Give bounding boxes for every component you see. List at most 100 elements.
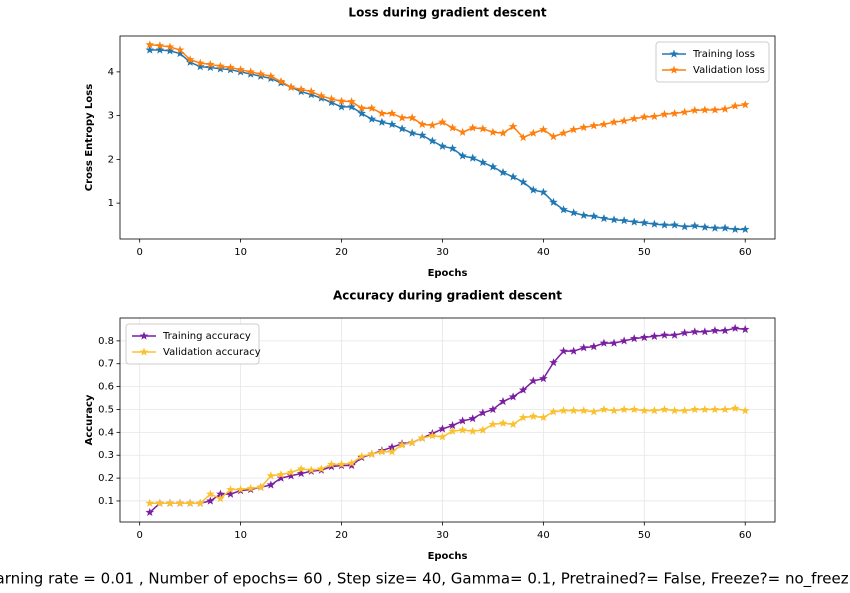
point bbox=[367, 103, 377, 112]
point bbox=[508, 172, 518, 181]
point bbox=[740, 100, 750, 109]
point bbox=[306, 87, 316, 96]
point bbox=[216, 64, 225, 73]
point bbox=[428, 136, 437, 145]
point bbox=[488, 404, 498, 414]
point bbox=[468, 426, 478, 435]
point bbox=[306, 90, 316, 99]
point bbox=[569, 406, 578, 415]
point bbox=[448, 420, 457, 430]
point bbox=[579, 406, 589, 415]
x-tick-label: 20 bbox=[335, 247, 348, 258]
point bbox=[478, 425, 488, 434]
point bbox=[478, 124, 488, 133]
point bbox=[559, 346, 568, 355]
point bbox=[266, 71, 276, 80]
point bbox=[327, 459, 336, 469]
point bbox=[690, 327, 700, 336]
point bbox=[609, 215, 619, 224]
point bbox=[296, 464, 306, 473]
point bbox=[599, 404, 609, 414]
x-tick-label: 10 bbox=[234, 247, 247, 258]
x-axis-label: Epochs bbox=[428, 551, 468, 562]
point bbox=[347, 458, 356, 467]
point bbox=[589, 211, 599, 220]
point bbox=[629, 217, 639, 226]
point bbox=[518, 177, 528, 186]
point bbox=[629, 114, 639, 123]
point bbox=[367, 114, 377, 123]
point bbox=[387, 119, 397, 129]
point bbox=[448, 123, 457, 132]
point bbox=[206, 496, 215, 505]
point bbox=[347, 97, 356, 106]
x-axis-label: Epochs bbox=[428, 268, 468, 279]
point bbox=[589, 121, 599, 130]
point bbox=[720, 404, 730, 414]
y-tick-label: 0.2 bbox=[98, 473, 114, 484]
point bbox=[145, 40, 155, 49]
x-tick-label: 60 bbox=[739, 530, 752, 541]
point bbox=[468, 414, 478, 423]
point bbox=[266, 471, 276, 480]
point bbox=[417, 119, 427, 129]
point bbox=[256, 69, 266, 78]
point bbox=[216, 489, 225, 498]
point bbox=[579, 343, 589, 352]
legend-label: Training accuracy bbox=[162, 331, 251, 342]
point bbox=[165, 42, 175, 51]
point bbox=[518, 385, 528, 394]
y-tick-label: 4 bbox=[108, 67, 114, 78]
chart-title: Accuracy during gradient descent bbox=[333, 289, 562, 303]
point bbox=[458, 127, 467, 136]
point bbox=[458, 151, 467, 160]
x-tick-label: 50 bbox=[638, 247, 651, 258]
point bbox=[650, 112, 659, 121]
point bbox=[730, 403, 740, 412]
point bbox=[640, 112, 649, 121]
point bbox=[740, 224, 750, 234]
point bbox=[216, 61, 225, 70]
point bbox=[710, 105, 720, 114]
point bbox=[236, 485, 245, 494]
point bbox=[397, 124, 407, 133]
point bbox=[690, 105, 700, 115]
y-tick-label: 1 bbox=[108, 198, 114, 209]
legend-label: Training loss bbox=[692, 49, 755, 60]
point bbox=[377, 108, 387, 118]
point bbox=[559, 128, 568, 137]
point bbox=[508, 419, 518, 428]
y-tick-label: 0.4 bbox=[98, 427, 114, 438]
point bbox=[195, 62, 205, 71]
point bbox=[397, 113, 407, 122]
point bbox=[710, 223, 720, 232]
point bbox=[690, 404, 700, 414]
point bbox=[559, 406, 568, 415]
plot-frame bbox=[119, 35, 776, 240]
point bbox=[660, 220, 669, 229]
x-tick-label: 60 bbox=[739, 247, 752, 258]
point bbox=[559, 205, 568, 214]
point bbox=[529, 185, 538, 194]
point bbox=[609, 117, 619, 126]
point bbox=[296, 469, 306, 478]
legend-box bbox=[655, 41, 770, 83]
legend-marker bbox=[669, 65, 679, 74]
point bbox=[680, 328, 689, 337]
plot-frame bbox=[119, 317, 776, 523]
point bbox=[488, 162, 498, 171]
y-tick-label: 0.6 bbox=[98, 382, 114, 393]
point bbox=[165, 46, 175, 55]
legend-label: Validation loss bbox=[693, 65, 765, 76]
point bbox=[387, 442, 397, 451]
point bbox=[438, 117, 447, 126]
point bbox=[397, 440, 407, 449]
point bbox=[619, 336, 629, 345]
point bbox=[518, 133, 528, 142]
point bbox=[407, 113, 417, 122]
point bbox=[650, 406, 659, 415]
point bbox=[609, 406, 619, 415]
point bbox=[740, 324, 750, 334]
point bbox=[498, 168, 508, 177]
point bbox=[700, 404, 710, 414]
